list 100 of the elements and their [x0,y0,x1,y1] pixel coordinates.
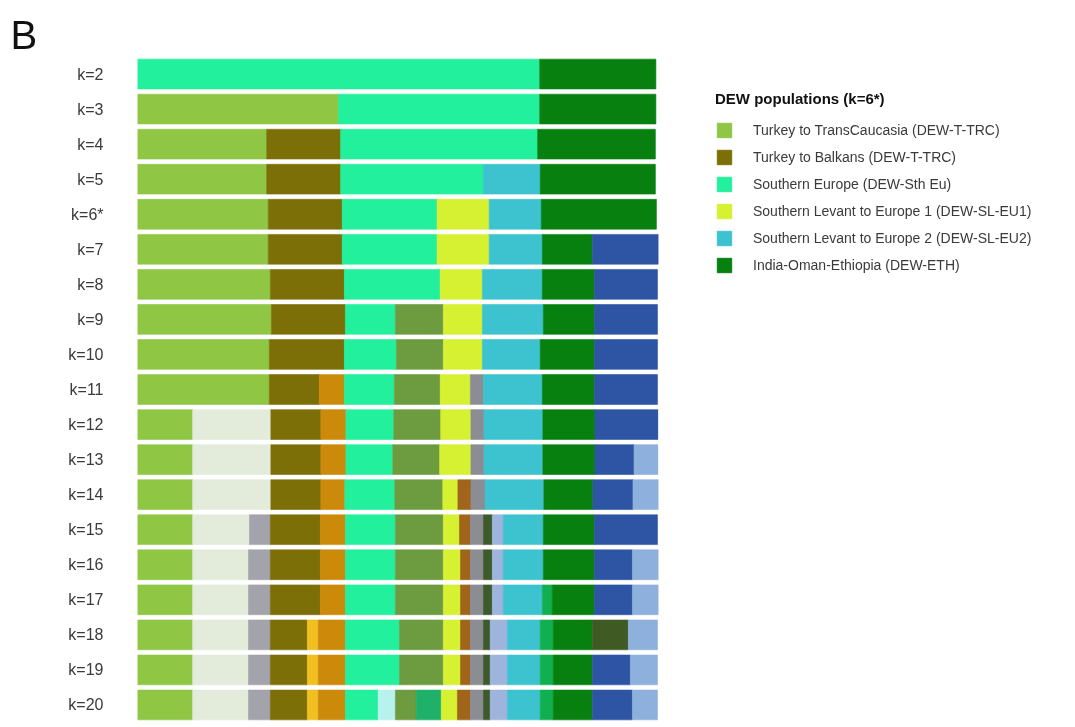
bar [439,374,471,405]
bar [632,689,658,721]
bar [395,689,417,721]
bar [415,689,442,721]
bar [399,619,444,651]
bar [137,234,269,265]
bar [539,619,554,651]
bar [507,619,541,651]
bar [482,339,541,370]
y-tick-label: k=2 [77,65,104,83]
bar [543,479,594,510]
bar [594,269,658,300]
y-tick-label: k=7 [77,240,104,258]
bar [592,234,659,265]
bar [248,619,271,651]
y-tick-label: k=18 [68,626,104,644]
bar [192,689,249,721]
bar [482,269,543,300]
bar [488,199,542,230]
bar [539,339,595,370]
bar [345,444,394,475]
bar [482,304,544,335]
bar [137,339,270,370]
bar [267,199,343,230]
bar [440,689,458,721]
bar [320,514,346,545]
bar [137,479,194,510]
bar [594,549,633,580]
bar [542,374,595,405]
bar [340,163,484,195]
bar [266,128,341,160]
bar [192,584,249,616]
bar [443,584,461,616]
bar [345,584,396,616]
bar [248,689,271,721]
bar [539,654,554,686]
bar [137,409,194,440]
bar [377,689,396,721]
bar [320,479,346,510]
bar [317,654,346,686]
bar [552,689,593,721]
bar [552,654,593,686]
bar [269,339,345,370]
bar [470,654,484,686]
y-tick-label: k=11 [69,381,104,398]
bar [489,619,508,651]
bar [345,409,395,440]
bar [137,199,269,230]
bar [483,584,493,616]
bar [470,514,484,545]
bar [483,654,491,686]
bar [137,549,194,580]
bar [483,619,491,651]
bar [395,304,444,335]
bar [594,444,635,475]
bar [270,654,308,686]
bar [395,514,444,545]
bar [394,374,441,405]
bar [307,689,319,721]
bar [457,689,471,721]
bar [192,479,272,510]
bar [345,549,396,580]
bar [248,654,271,686]
bar [137,269,271,300]
bar [344,339,397,370]
bar [594,339,658,370]
bar [483,163,541,195]
bar [270,584,321,616]
bar [483,374,543,405]
bar [270,444,322,475]
bar [270,269,345,300]
bar [592,689,633,721]
bar [395,584,444,616]
bar [341,234,438,265]
bar [248,549,271,580]
bar [594,514,658,545]
bar [483,514,493,545]
bar [345,689,379,721]
bar [307,619,319,651]
bar [137,689,194,721]
bar [270,689,308,721]
bar [443,549,461,580]
y-tick-label: k=3 [77,100,104,118]
bar [543,549,595,580]
bar [492,549,504,580]
bar [137,58,541,90]
y-tick-label: k=19 [68,661,104,679]
bar [192,409,272,440]
bar [192,549,249,580]
bar [270,619,308,651]
bar [192,654,249,686]
y-tick-label: k=6* [71,205,104,223]
bar [137,444,194,475]
bar [492,584,504,616]
bar [192,514,250,545]
bar [307,654,319,686]
bar [320,444,347,475]
bar [317,689,346,721]
bar [443,514,460,545]
y-tick-label: k=4 [77,135,104,153]
